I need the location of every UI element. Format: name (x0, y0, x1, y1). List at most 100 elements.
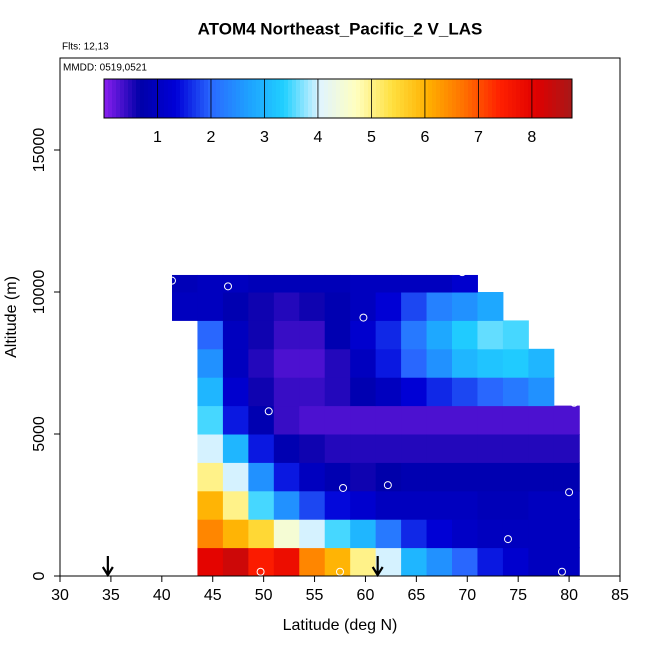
colorbar-segment (272, 79, 277, 118)
x-tick-label: 50 (255, 587, 273, 604)
colorbar-segment (400, 79, 405, 118)
colorbar-segment (340, 79, 345, 118)
colorbar-segment (252, 79, 257, 118)
sample-point (557, 567, 566, 576)
colorbar-segment (320, 79, 325, 118)
cell (248, 320, 275, 350)
colorbar-segment (228, 79, 233, 118)
colorbar-segment (160, 79, 165, 118)
cell (350, 320, 377, 350)
cell (401, 434, 428, 463)
sample-point (224, 282, 232, 291)
cell (222, 434, 249, 463)
colorbar-segment (404, 79, 409, 118)
sample-point (565, 488, 574, 497)
cell (248, 462, 275, 492)
cell (273, 462, 300, 492)
cell (528, 405, 555, 435)
colorbar-segment (260, 79, 265, 118)
cell (222, 490, 249, 520)
colorbar-segment (448, 79, 453, 118)
y-tick-label: 15000 (31, 128, 48, 173)
colorbar-segment (196, 79, 201, 118)
colorbar-segment (240, 79, 245, 118)
colorbar-segment (452, 79, 457, 118)
cell (553, 547, 580, 577)
cell (477, 490, 504, 520)
colorbar-tick-label: 6 (420, 129, 429, 146)
cell (273, 320, 300, 350)
colorbar-segment (536, 79, 541, 118)
cell (452, 490, 478, 520)
colorbar-segment (288, 79, 293, 118)
colorbar-segment (112, 79, 117, 118)
sample-point (359, 313, 368, 322)
cell (477, 320, 504, 350)
colorbar-segment (512, 79, 517, 118)
colorbar-segment (120, 79, 125, 118)
y-tick-label: 0 (31, 571, 48, 580)
cell (299, 292, 326, 321)
cell (401, 292, 428, 321)
colorbar-segment (376, 79, 381, 118)
colorbar-segment (324, 79, 329, 118)
colorbar-segment (244, 79, 249, 118)
cell (350, 490, 377, 520)
cell (452, 292, 478, 321)
colorbar-segment (140, 79, 145, 118)
cell (350, 377, 377, 407)
cell (477, 519, 504, 549)
cell (528, 462, 555, 492)
cell (401, 405, 428, 435)
sample-point (504, 535, 512, 544)
cell (299, 405, 326, 435)
cell (299, 490, 326, 520)
sample-point (256, 567, 265, 576)
colorbar-segment (504, 79, 509, 118)
colorbar-segment (436, 79, 441, 118)
colorbar-tick-label: 4 (313, 129, 322, 146)
cell (426, 462, 453, 492)
colorbar-tick-label: 3 (260, 129, 269, 146)
colorbar-segment (372, 79, 377, 118)
cell (273, 519, 300, 549)
cell (528, 377, 555, 407)
cell (222, 320, 249, 350)
cell (324, 405, 351, 435)
sample-point (570, 398, 579, 407)
colorbar-segment (500, 79, 505, 118)
cell (426, 348, 453, 378)
cell (273, 405, 300, 435)
y-tick-label: 10000 (31, 270, 48, 315)
cell (299, 348, 326, 378)
colorbar-segment (412, 79, 417, 118)
cell (248, 377, 275, 407)
colorbar-segment (268, 79, 273, 118)
colorbar-segment (524, 79, 529, 118)
colorbar-segment (424, 79, 429, 118)
cell (502, 405, 529, 435)
cell (426, 490, 453, 520)
x-tick-label: 35 (102, 587, 120, 604)
cell (477, 292, 504, 321)
cell (502, 547, 529, 577)
cell (452, 405, 478, 435)
cell (426, 274, 453, 293)
colorbar-segment (204, 79, 209, 118)
colorbar-tick-label: 1 (153, 129, 162, 146)
colorbar-segment (128, 79, 133, 118)
x-tick-label: 75 (509, 587, 527, 604)
colorbar-segment (468, 79, 473, 118)
cell (528, 348, 555, 378)
cell (350, 519, 377, 549)
colorbar-segment (300, 79, 305, 118)
colorbar-segment (168, 79, 173, 118)
colorbar-segment (520, 79, 525, 118)
cell (273, 292, 300, 321)
cell (222, 377, 249, 407)
x-tick-label: 30 (51, 587, 69, 604)
cell (324, 274, 351, 293)
colorbar-segment (540, 79, 545, 118)
colorbar-segment (200, 79, 205, 118)
cell (426, 377, 453, 407)
